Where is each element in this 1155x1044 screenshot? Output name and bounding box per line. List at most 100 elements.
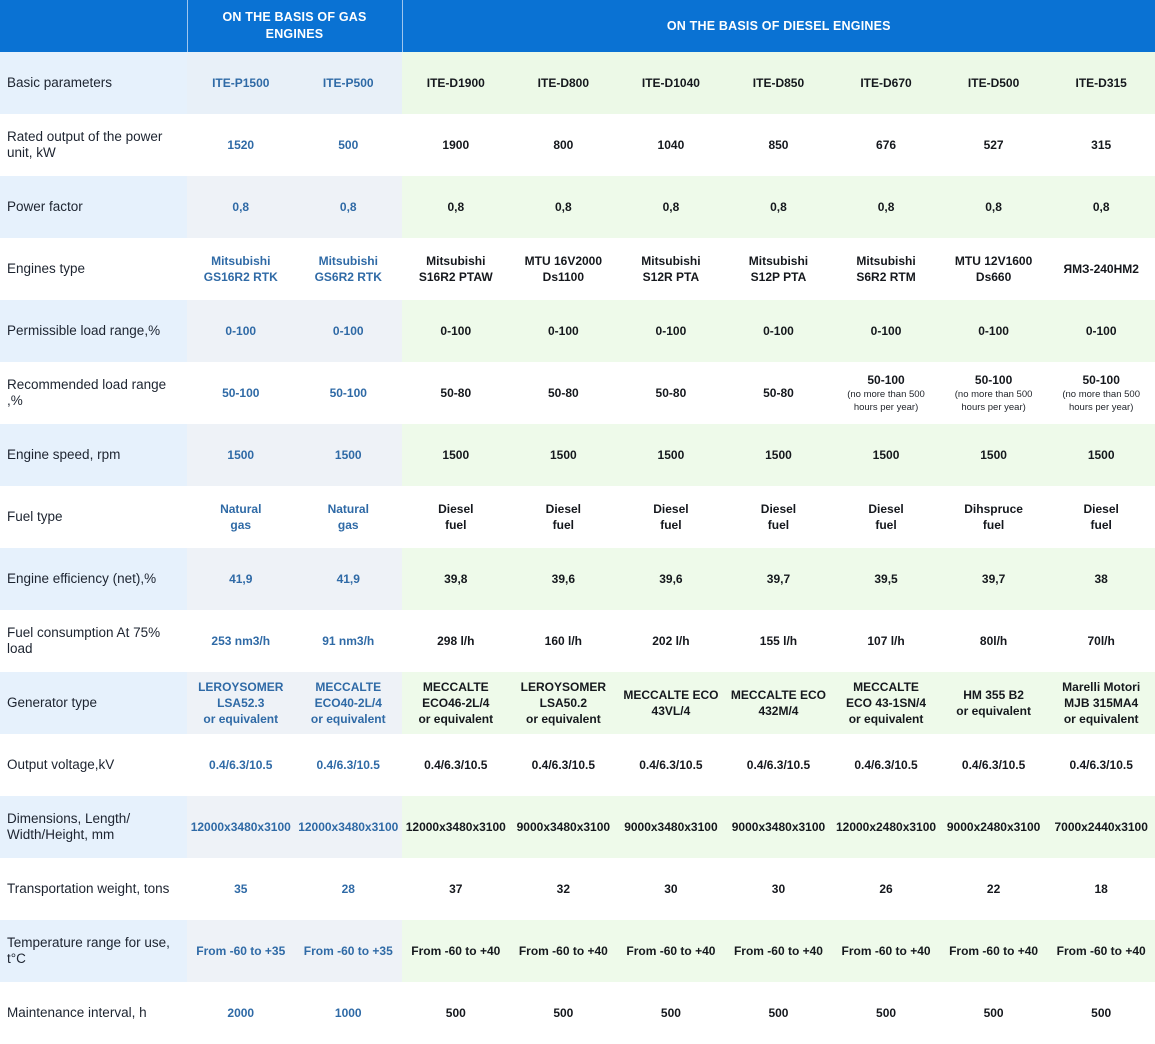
table-cell: 9000x3480x3100 bbox=[509, 796, 618, 858]
table-cell: ITE-D1900 bbox=[402, 52, 510, 114]
cell-text: 107 l/h bbox=[867, 634, 905, 648]
table-cell: 160 l/h bbox=[509, 610, 618, 672]
cell-text: Diesel bbox=[1083, 502, 1119, 516]
table-cell: MTU 16V2000 Ds1100 bbox=[509, 238, 618, 300]
group-header-row: ON THE BASIS OF GAS ENGINES ON THE BASIS… bbox=[0, 0, 1155, 52]
cell-text: 37 bbox=[449, 882, 463, 896]
cell-text: 160 l/h bbox=[544, 634, 583, 648]
row-label: Engine efficiency (net),% bbox=[0, 548, 187, 610]
cell-text: 50-80 bbox=[655, 386, 687, 400]
table-cell: 0.4/6.3/10.5 bbox=[402, 734, 510, 796]
cell-text: LSA50.2 bbox=[539, 696, 588, 710]
diesel-engines-group-header: ON THE BASIS OF DIESEL ENGINES bbox=[401, 0, 1155, 52]
cell-text: Marelli Motori bbox=[1062, 680, 1141, 694]
cell-text: 1500 bbox=[765, 448, 792, 462]
table-cell: 676 bbox=[832, 114, 940, 176]
cell-text: Natural bbox=[220, 502, 262, 516]
cell-text: 253 nm3/h bbox=[211, 634, 271, 648]
cell-text: S12P PTA bbox=[750, 270, 807, 284]
table-row: Engine efficiency (net),% 41,9 41,9 39,8 39,… bbox=[0, 548, 1155, 610]
table-cell: 50-100 bbox=[294, 362, 402, 424]
cell-text: 0,8 bbox=[770, 200, 787, 214]
cell-text: MTU 12V1600 bbox=[954, 254, 1033, 268]
table-cell: 1500 bbox=[939, 424, 1048, 486]
table-cell: From -60 to +40 bbox=[617, 920, 725, 982]
table-cell: 500 bbox=[617, 982, 725, 1044]
cell-text: 0,8 bbox=[985, 200, 1002, 214]
cell-text: Mitsubishi bbox=[211, 254, 271, 268]
table-cell: 253 nm3/h bbox=[187, 610, 295, 672]
cell-text: 43VL/4 bbox=[651, 704, 691, 718]
cell-text: From -60 to +40 bbox=[841, 944, 931, 958]
table-row: Temperature range for use, t°C From -60 t… bbox=[0, 920, 1155, 982]
table-cell: 1500 bbox=[1047, 424, 1155, 486]
cell-text: 0-100 bbox=[655, 324, 687, 338]
table-cell: 39,7 bbox=[939, 548, 1048, 610]
table-cell: 1500 bbox=[509, 424, 618, 486]
cell-text: fuel bbox=[767, 518, 790, 532]
table-cell: 50-80 bbox=[509, 362, 618, 424]
table-cell: Mitsubishi S12P PTA bbox=[724, 238, 833, 300]
table-cell: 12000x3480x3100 bbox=[402, 796, 510, 858]
cell-text: 1500 bbox=[549, 448, 577, 462]
table-cell: 0-100 bbox=[402, 300, 510, 362]
cell-text: ITE-D1900 bbox=[426, 76, 485, 90]
table-cell: 7000x2440x3100 bbox=[1047, 796, 1155, 858]
table-cell: 0.4/6.3/10.5 bbox=[1047, 734, 1155, 796]
cell-text: LEROYSOMER bbox=[520, 680, 607, 694]
cell-text: 155 l/h bbox=[759, 634, 798, 648]
cell-text: 39,6 bbox=[551, 572, 576, 586]
table-cell: 0-100 bbox=[294, 300, 402, 362]
cell-text: 298 l/h bbox=[437, 634, 475, 648]
table-cell: 38 bbox=[1047, 548, 1155, 610]
cell-text: 0,8 bbox=[232, 200, 250, 214]
cell-text: S16R2 PTAW bbox=[418, 270, 493, 284]
cell-text: MECCALTE ECO bbox=[623, 688, 719, 702]
table-cell: 12000x2480x3100 bbox=[832, 796, 940, 858]
table-cell: HM 355 B2 or equivalent bbox=[939, 672, 1048, 734]
cell-text: 9000x3480x3100 bbox=[516, 820, 611, 834]
cell-text: 12000x2480x3100 bbox=[835, 820, 937, 834]
table-cell: 1500 bbox=[294, 424, 402, 486]
cell-text: fuel bbox=[552, 518, 575, 532]
cell-text: 500 bbox=[553, 1006, 574, 1020]
cell-text: 1500 bbox=[872, 448, 900, 462]
cell-text: 0.4/6.3/10.5 bbox=[316, 758, 380, 772]
table-cell: 50-80 bbox=[724, 362, 833, 424]
row-label: Fuel type bbox=[0, 486, 187, 548]
cell-text: 500 bbox=[660, 1006, 681, 1020]
cell-text: From -60 to +40 bbox=[518, 944, 608, 958]
table-cell: 850 bbox=[724, 114, 833, 176]
cell-text: 50-80 bbox=[763, 386, 794, 400]
table-cell: 0.4/6.3/10.5 bbox=[187, 734, 295, 796]
cell-text: From -60 to +40 bbox=[626, 944, 716, 958]
cell-text: 0.4/6.3/10.5 bbox=[531, 758, 596, 772]
table-cell: 41,9 bbox=[294, 548, 402, 610]
table-cell: 527 bbox=[939, 114, 1048, 176]
cell-text: or equivalent bbox=[418, 712, 494, 726]
table-cell: Dihspruce fuel bbox=[939, 486, 1048, 548]
table-cell: Diesel fuel bbox=[832, 486, 940, 548]
table-cell: 9000x3480x3100 bbox=[724, 796, 833, 858]
table-cell: 500 bbox=[402, 982, 510, 1044]
table-cell: 0-100 bbox=[832, 300, 940, 362]
table-cell: 32 bbox=[509, 858, 618, 920]
cell-text: Ds660 bbox=[975, 270, 1012, 284]
cell-text: 676 bbox=[876, 138, 897, 152]
table-cell: From -60 to +40 bbox=[402, 920, 510, 982]
table-cell: 1000 bbox=[294, 982, 402, 1044]
cell-text: 500 bbox=[768, 1006, 789, 1020]
table-cell: 41,9 bbox=[187, 548, 295, 610]
gas-engines-group-header: ON THE BASIS OF GAS ENGINES bbox=[186, 0, 402, 52]
cell-text: or equivalent bbox=[956, 704, 1031, 718]
table-cell: 0,8 bbox=[939, 176, 1048, 238]
table-cell: ЯМЗ-240НМ2 bbox=[1047, 238, 1155, 300]
cell-text: 1040 bbox=[657, 138, 685, 152]
cell-text: GS16R2 RTK bbox=[203, 270, 278, 284]
cell-text: 500 bbox=[983, 1006, 1004, 1020]
row-label: Permissible load range,% bbox=[0, 300, 187, 362]
cell-text: 1000 bbox=[334, 1006, 362, 1020]
row-label: Maintenance interval, h bbox=[0, 982, 187, 1044]
cell-text: MECCALTE bbox=[853, 680, 919, 694]
table-cell: ITE-D315 bbox=[1047, 52, 1155, 114]
